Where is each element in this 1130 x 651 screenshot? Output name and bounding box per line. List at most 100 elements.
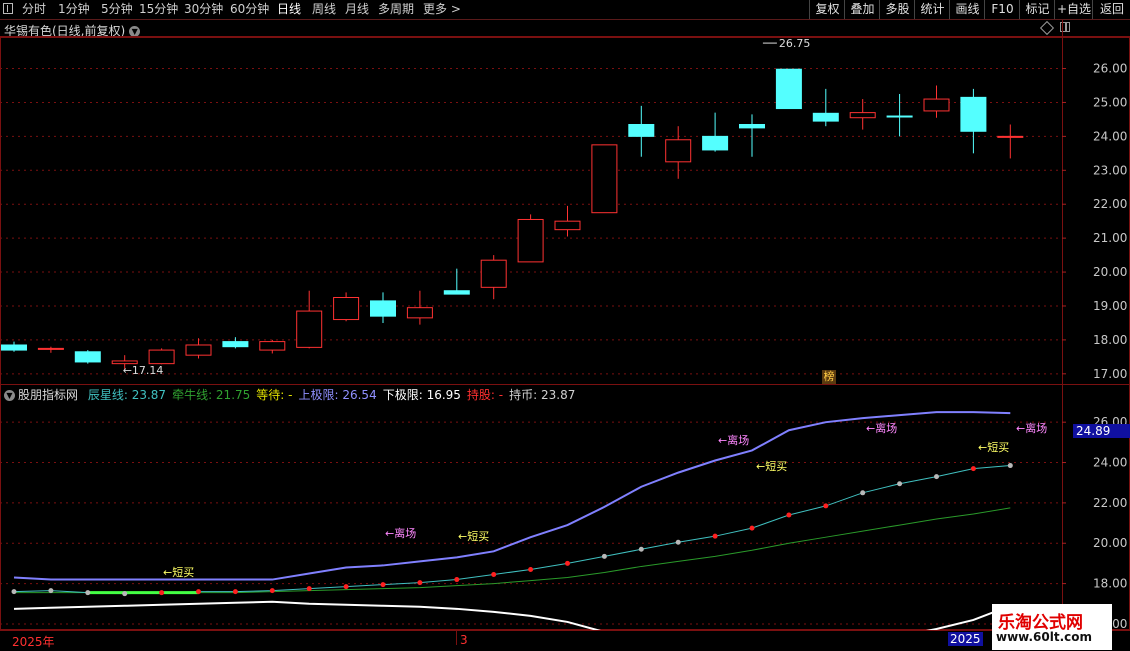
- menu-icon[interactable]: [3, 3, 13, 14]
- diamond-icon[interactable]: [1039, 20, 1055, 36]
- high-price-label: 26.75: [779, 37, 811, 50]
- signal-dot: [269, 588, 275, 594]
- indicator-label-0: 辰星线:: [87, 388, 128, 402]
- candle: [185, 338, 212, 359]
- candle: [923, 85, 950, 118]
- add-watchlist-button[interactable]: +自选: [1054, 0, 1093, 19]
- indicator-value-3: 26.54: [338, 388, 377, 402]
- period-multi[interactable]: 多周期: [378, 2, 415, 16]
- low-price-label: ←17.14: [123, 364, 164, 377]
- buy-annotation: ←短买: [756, 459, 787, 473]
- candle-body: [960, 96, 987, 132]
- price-axis-label: 26.00: [1093, 62, 1127, 76]
- candle-body: [849, 112, 876, 119]
- mark-button[interactable]: 标记: [1019, 0, 1055, 19]
- candle-body: [739, 124, 765, 129]
- candle-body: [111, 360, 138, 365]
- indicator-value-0: 23.87: [127, 388, 167, 402]
- price-axis-label: 19.00: [1093, 299, 1127, 313]
- period-fenshi[interactable]: 分时: [22, 2, 47, 16]
- period-monthly[interactable]: 月线: [345, 2, 370, 16]
- f10-button[interactable]: F10: [984, 0, 1020, 19]
- signal-dot: [1007, 463, 1013, 469]
- candle-body: [185, 344, 212, 356]
- indicator-label-6: 持币:: [509, 388, 538, 402]
- indicator-value-5: -: [494, 388, 504, 402]
- candle: [849, 99, 876, 130]
- signal-dot: [159, 590, 165, 596]
- candle: [665, 126, 692, 179]
- back-button[interactable]: 返回: [1092, 0, 1130, 19]
- upper-limit-line: [13, 411, 1011, 581]
- window-toggle-icon[interactable]: [1060, 22, 1070, 32]
- signal-dot: [48, 588, 54, 594]
- candle-body: [296, 310, 323, 348]
- fuquan-button[interactable]: 复权: [809, 0, 845, 19]
- signal-dot: [11, 589, 17, 595]
- statistics-button[interactable]: 统计: [914, 0, 950, 19]
- signal-dot: [601, 553, 607, 559]
- current-value-tag: 24.89: [1073, 424, 1130, 438]
- watermark-title: 乐淘公式网: [998, 613, 1083, 633]
- ranking-badge[interactable]: 榜: [822, 370, 836, 384]
- period-5min[interactable]: 5分钟: [101, 2, 133, 16]
- signal-dot: [491, 572, 497, 578]
- period-weekly[interactable]: 周线: [312, 2, 337, 16]
- indicator-axis-label: 20.00: [1093, 536, 1127, 550]
- candle: [591, 144, 618, 214]
- period-1min[interactable]: 1分钟: [58, 2, 90, 16]
- indicator-name: 股朋指标网: [18, 388, 79, 402]
- draw-line-button[interactable]: 画线: [949, 0, 985, 19]
- signal-dot: [196, 589, 201, 595]
- candle: [296, 290, 323, 349]
- multi-stock-button[interactable]: 多股: [879, 0, 915, 19]
- signal-dot: [232, 589, 238, 595]
- overlay-button[interactable]: 叠加: [844, 0, 880, 19]
- indicator-axis-label: 24.00: [1093, 456, 1127, 470]
- candle: [812, 88, 839, 127]
- price-axis-label: 24.00: [1093, 129, 1127, 143]
- signal-dot: [860, 490, 866, 496]
- candle: [739, 114, 765, 157]
- price-axis-label: 21.00: [1093, 231, 1127, 245]
- chenxing-line: [13, 465, 1011, 595]
- signal-dot: [565, 560, 570, 566]
- signal-dot: [85, 590, 91, 596]
- candle: [406, 290, 433, 325]
- price-axis-label: 20.00: [1093, 265, 1127, 279]
- candle-body: [480, 259, 507, 288]
- candle: [333, 292, 360, 322]
- candle-body: [812, 112, 839, 122]
- main-chart-title: 华锡有色(日线,前复权) ▼: [4, 22, 141, 39]
- candle-body: [74, 351, 101, 363]
- price-axis-label: 18.00: [1093, 333, 1127, 347]
- period-15min[interactable]: 15分钟: [139, 2, 179, 16]
- indicator-label-5: 持股:: [466, 388, 495, 402]
- period-more[interactable]: 更多 >: [423, 2, 461, 16]
- period-toolbar: 分时 1分钟 5分钟 15分钟 30分钟 60分钟 日线 周线 月线 多周期 更…: [0, 0, 1130, 20]
- candle-body: [37, 347, 64, 350]
- signal-dot: [380, 582, 386, 588]
- stock-title: 华锡有色(日线,前复权): [4, 24, 126, 38]
- signal-dot: [638, 546, 644, 552]
- candle: [111, 355, 138, 370]
- period-60min[interactable]: 60分钟: [230, 2, 270, 16]
- signal-dot: [934, 474, 939, 480]
- price-axis-label: 23.00: [1093, 163, 1127, 177]
- candle-body: [591, 144, 618, 214]
- candle: [997, 124, 1024, 159]
- indicator-label-1: 牵牛线:: [172, 388, 213, 402]
- candle-body: [702, 135, 729, 151]
- qianniu-line: [14, 507, 1011, 594]
- period-30min[interactable]: 30分钟: [184, 2, 224, 16]
- chevron-down-icon[interactable]: ▼: [129, 26, 141, 37]
- candle-body: [628, 124, 655, 137]
- candle: [37, 346, 64, 353]
- chevron-down-icon[interactable]: ▼: [4, 390, 15, 401]
- date-axis-cursor: 2025: [948, 632, 983, 646]
- indicator-value-1: 21.75: [212, 388, 251, 402]
- leave-annotation: ←离场: [718, 433, 749, 447]
- signal-dot: [749, 525, 755, 531]
- period-daily[interactable]: 日线: [277, 2, 302, 16]
